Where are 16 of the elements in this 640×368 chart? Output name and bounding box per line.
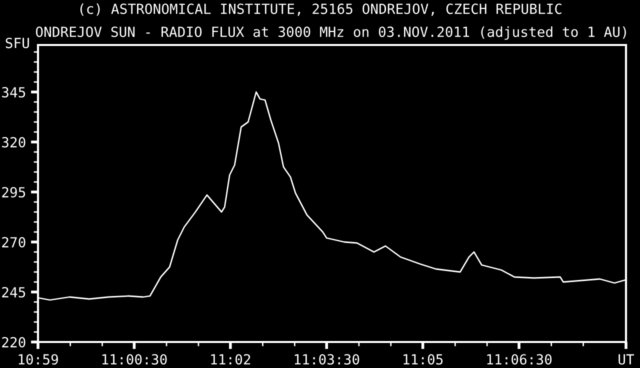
x-tick-label: 10:59 <box>18 354 58 365</box>
x-tick-label: 11:02 <box>211 354 250 365</box>
chart-subtitle: ONDREJOV SUN - RADIO FLUX at 3000 MHz on 03.NOV.2011 (adjusted to 1 AU) <box>36 26 626 40</box>
y-tick-label: 345 <box>2 87 26 98</box>
x-tick-label: 11:00:30 <box>102 354 167 365</box>
y-tick-label: 270 <box>2 237 26 248</box>
chart-title: (c) ASTRONOMICAL INSTITUTE, 25165 ONDREJOV, CZECH REPUBLIC <box>80 3 562 16</box>
y-tick-label: 245 <box>2 287 26 298</box>
x-tick-label: 11:05 <box>404 354 443 365</box>
y-tick-label: 320 <box>2 137 26 148</box>
x-tick-label: UT <box>618 354 634 365</box>
y-tick-label: 295 <box>2 187 26 198</box>
y-axis-title: SFU <box>6 38 29 48</box>
x-tick-label: 11:06:30 <box>487 354 552 365</box>
x-tick-label: 11:03:30 <box>294 354 360 365</box>
y-tick-label: 220 <box>2 337 26 348</box>
